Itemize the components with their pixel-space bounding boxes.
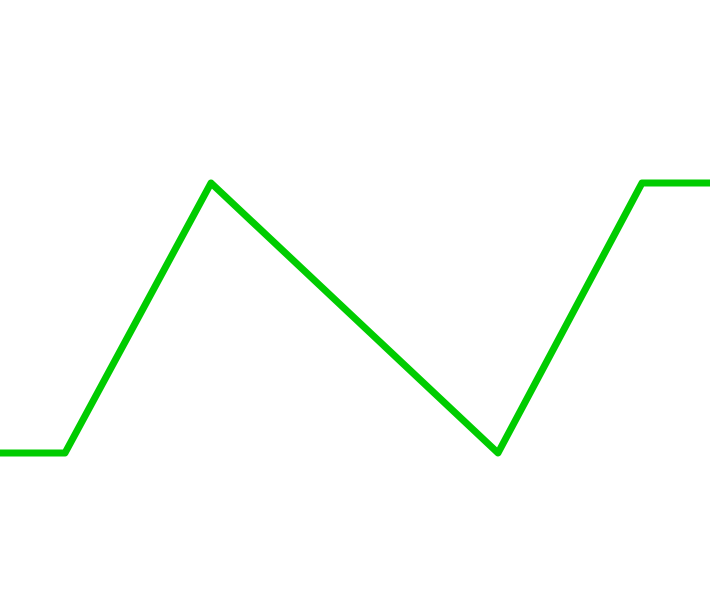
series-layer xyxy=(0,179,710,457)
series-line-0 xyxy=(0,179,710,457)
